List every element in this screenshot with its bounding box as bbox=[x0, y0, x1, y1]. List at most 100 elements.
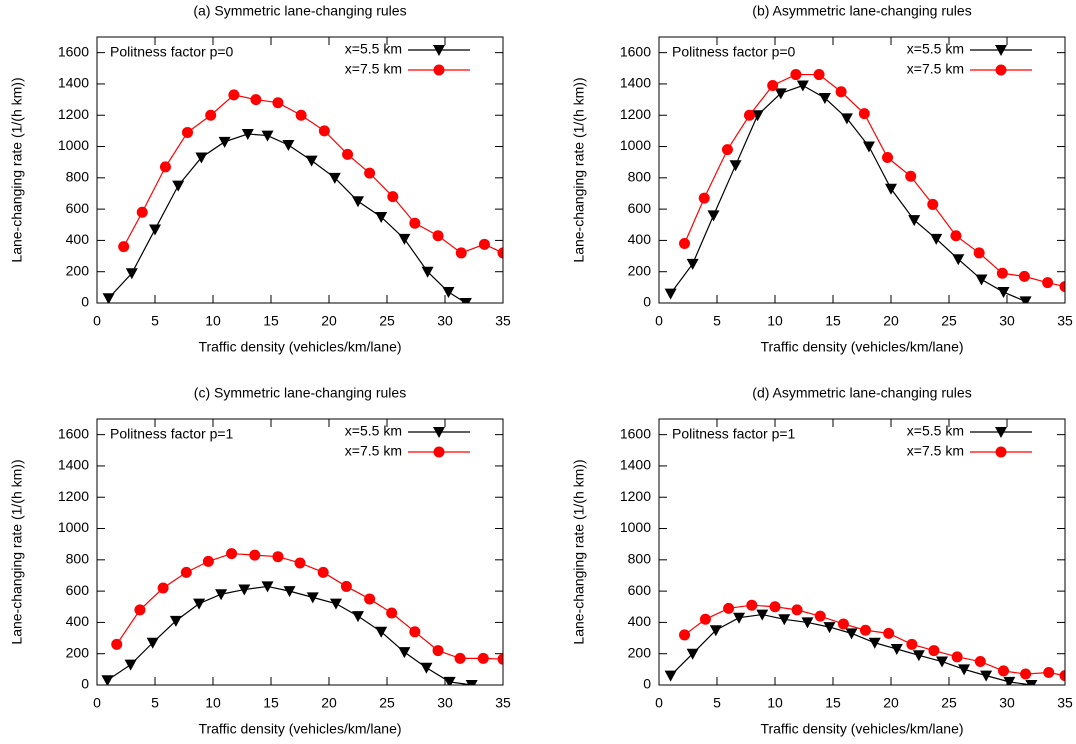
x-tick-label: 10 bbox=[767, 695, 783, 711]
panel: (d) Asymmetric lane-changing rules Traffi… bbox=[571, 385, 1073, 737]
marker bbox=[180, 566, 192, 578]
marker bbox=[352, 196, 364, 208]
x-tick-label: 0 bbox=[93, 313, 101, 329]
marker bbox=[125, 268, 138, 280]
marker bbox=[169, 615, 182, 627]
marker bbox=[318, 125, 330, 137]
y-tick-label: 1600 bbox=[58, 43, 89, 59]
marker bbox=[249, 549, 261, 561]
annotation: Politness factor p=0 bbox=[110, 44, 234, 60]
y-tick-label: 200 bbox=[628, 644, 652, 660]
marker bbox=[241, 129, 254, 141]
x-tick-label: 0 bbox=[655, 313, 663, 329]
marker bbox=[295, 109, 307, 121]
marker bbox=[282, 139, 295, 151]
x-tick-label: 30 bbox=[999, 695, 1015, 711]
marker bbox=[432, 645, 444, 657]
marker bbox=[386, 607, 398, 619]
marker bbox=[1059, 670, 1065, 682]
y-axis-label: Lane-changing rate (1/(h km)) bbox=[571, 77, 587, 262]
x-tick-label: 30 bbox=[999, 313, 1015, 329]
y-tick-label: 1400 bbox=[58, 457, 89, 473]
marker bbox=[686, 648, 699, 660]
marker bbox=[721, 144, 733, 156]
marker bbox=[801, 617, 814, 629]
y-tick-label: 0 bbox=[81, 294, 89, 310]
marker bbox=[352, 611, 364, 623]
x-tick-label: 20 bbox=[883, 695, 899, 711]
y-tick-label: 1200 bbox=[58, 488, 89, 504]
marker bbox=[149, 224, 161, 236]
x-tick-label: 35 bbox=[1057, 695, 1073, 711]
marker bbox=[906, 638, 918, 650]
marker bbox=[328, 172, 341, 184]
y-tick-label: 1000 bbox=[620, 137, 651, 153]
marker bbox=[818, 93, 831, 105]
marker bbox=[272, 97, 284, 109]
panel-title: (c) Symmetric lane-changing rules bbox=[194, 385, 406, 401]
x-tick-label: 5 bbox=[151, 695, 159, 711]
marker bbox=[751, 110, 764, 122]
legend-label: x=7.5 km bbox=[345, 443, 402, 459]
x-tick-label: 25 bbox=[941, 313, 957, 329]
plot-area bbox=[101, 548, 503, 685]
marker bbox=[261, 581, 274, 593]
marker bbox=[1043, 666, 1055, 678]
marker bbox=[102, 293, 115, 303]
y-tick-label: 1200 bbox=[620, 488, 651, 504]
marker bbox=[950, 230, 962, 242]
legend-marker bbox=[995, 427, 1007, 438]
series-line bbox=[116, 552, 503, 660]
x-tick-label: 25 bbox=[379, 695, 395, 711]
marker bbox=[134, 604, 146, 616]
marker bbox=[1020, 668, 1032, 680]
legend-label: x=7.5 km bbox=[345, 61, 402, 77]
y-axis-label: Lane-changing rate (1/(h km)) bbox=[9, 77, 25, 262]
marker bbox=[882, 151, 894, 163]
y-tick-label: 1600 bbox=[620, 425, 651, 441]
marker bbox=[172, 180, 185, 192]
panel: (c) Symmetric lane-changing rules Traffic… bbox=[9, 385, 511, 737]
marker bbox=[387, 191, 399, 203]
panel-title: (d) Asymmetric lane-changing rules bbox=[752, 385, 971, 401]
marker bbox=[840, 113, 853, 125]
marker bbox=[973, 247, 985, 259]
marker bbox=[305, 155, 318, 167]
y-tick-label: 400 bbox=[66, 613, 90, 629]
marker bbox=[936, 656, 949, 668]
marker bbox=[193, 598, 206, 610]
x-tick-label: 5 bbox=[151, 313, 159, 329]
annotation: Politness factor p=1 bbox=[672, 426, 796, 442]
marker bbox=[769, 601, 781, 613]
legend-label: x=7.5 km bbox=[907, 61, 964, 77]
marker bbox=[443, 676, 456, 685]
plot-frame bbox=[96, 36, 504, 304]
marker bbox=[146, 637, 159, 649]
y-tick-label: 0 bbox=[81, 676, 89, 692]
x-axis-label: Traffic density (vehicles/km/lane) bbox=[198, 721, 401, 737]
y-tick-label: 400 bbox=[628, 613, 652, 629]
marker bbox=[497, 247, 503, 259]
marker bbox=[398, 233, 411, 245]
marker bbox=[181, 126, 193, 138]
marker bbox=[124, 659, 137, 671]
y-tick-label: 0 bbox=[643, 676, 651, 692]
x-axis-label: Traffic density (vehicles/km/lane) bbox=[198, 339, 401, 355]
marker bbox=[477, 652, 489, 664]
marker bbox=[778, 614, 791, 626]
x-tick-label: 20 bbox=[321, 313, 337, 329]
marker bbox=[790, 69, 802, 81]
marker bbox=[868, 637, 881, 649]
x-tick-label: 35 bbox=[495, 313, 511, 329]
marker bbox=[421, 266, 434, 278]
y-tick-label: 800 bbox=[66, 551, 90, 567]
marker bbox=[723, 602, 735, 614]
marker bbox=[890, 644, 903, 656]
panel: (b) Asymmetric lane-changing rules Traffi… bbox=[571, 3, 1073, 355]
x-tick-label: 15 bbox=[825, 695, 841, 711]
marker bbox=[226, 548, 238, 560]
plot-area bbox=[664, 599, 1065, 685]
marker bbox=[905, 170, 917, 182]
marker bbox=[997, 287, 1010, 299]
marker bbox=[796, 80, 809, 92]
